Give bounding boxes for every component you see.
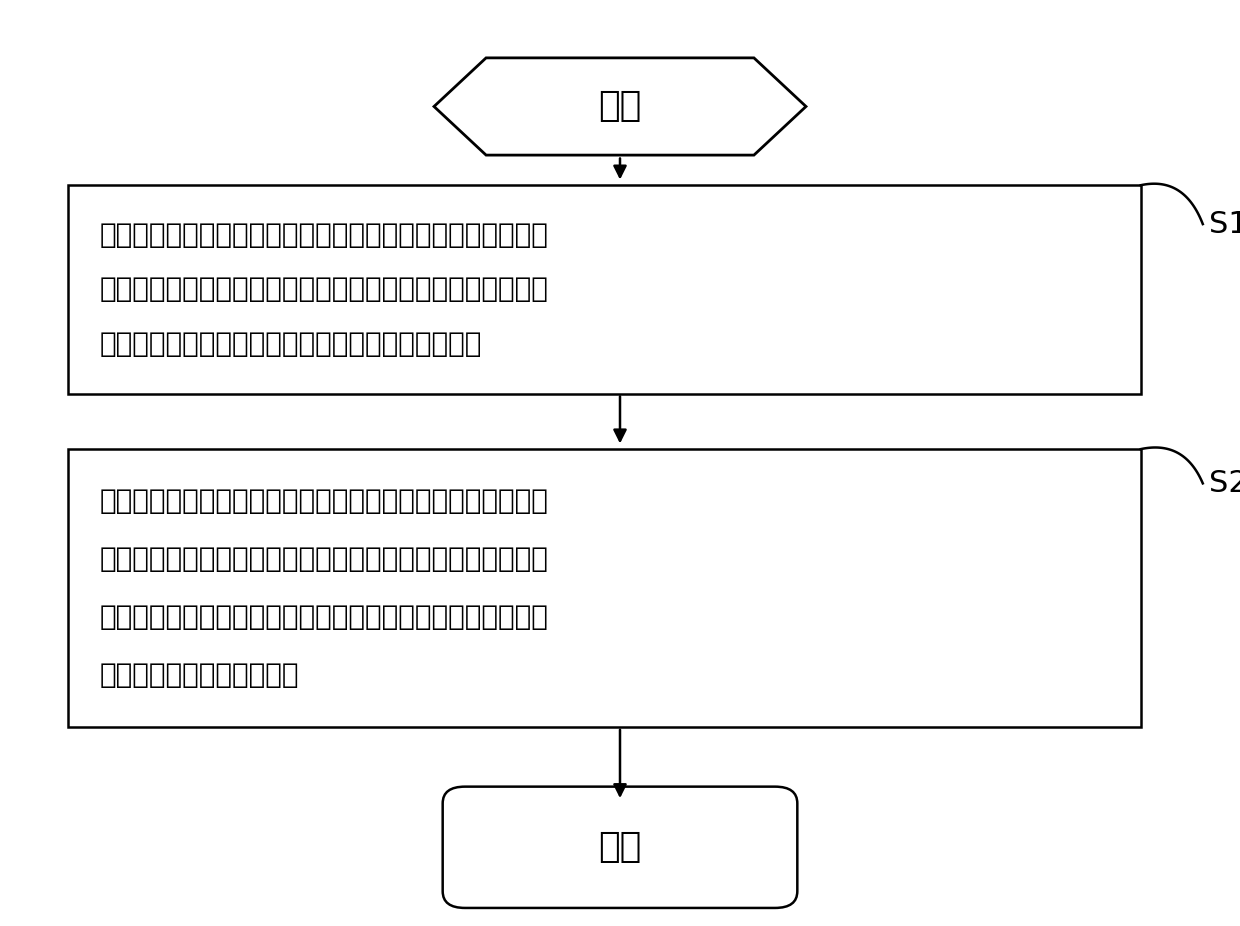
Text: 在锁相环装置切换频率时，微处理单元根据压控振荡器的频率: 在锁相环装置切换频率时，微处理单元根据压控振荡器的频率 <box>99 220 548 248</box>
Bar <box>68 185 1141 394</box>
Text: S20: S20 <box>1209 469 1240 498</box>
Bar <box>68 449 1141 727</box>
Text: 理单元的充电控制指令，对所述环路低通滤波器进行放电处理: 理单元的充电控制指令，对所述环路低通滤波器进行放电处理 <box>99 603 548 631</box>
Text: 路低通滤波器进行充电处理；或者放电控制单元接收来自微处: 路低通滤波器进行充电处理；或者放电控制单元接收来自微处 <box>99 545 548 573</box>
Text: S10: S10 <box>1209 209 1240 239</box>
FancyBboxPatch shape <box>443 786 797 907</box>
Text: 电压对应关系，确定对所述环路低通滤波器进行充电动作或者: 电压对应关系，确定对所述环路低通滤波器进行充电动作或者 <box>99 275 548 304</box>
Text: 开始: 开始 <box>599 90 641 123</box>
Text: 充电控制单元接收来自微处理单元的充电控制指令，对所述环: 充电控制单元接收来自微处理单元的充电控制指令，对所述环 <box>99 487 548 515</box>
Text: 放电动作，并生成对应充电控制指令或放电控制指令: 放电动作，并生成对应充电控制指令或放电控制指令 <box>99 331 481 358</box>
Text: 结束: 结束 <box>599 831 641 864</box>
Polygon shape <box>434 57 806 155</box>
Text: ；从而实现到减少锁定时间: ；从而实现到减少锁定时间 <box>99 661 299 689</box>
